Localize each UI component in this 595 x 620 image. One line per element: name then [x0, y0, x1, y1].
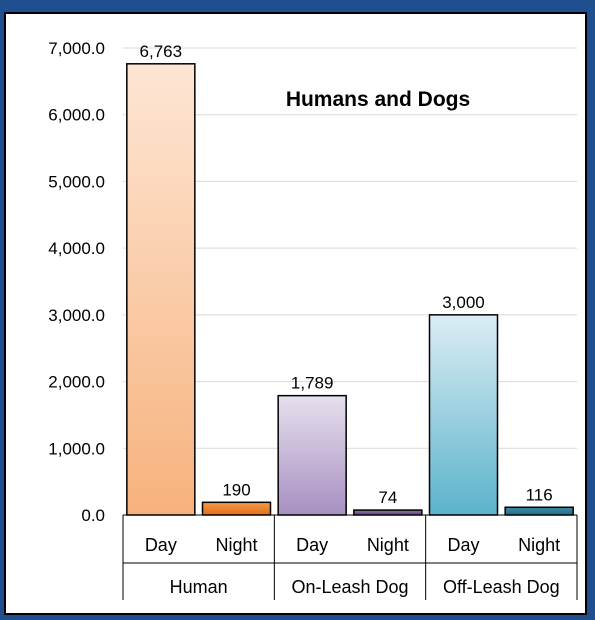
chart-title: Humans and Dogs	[286, 88, 470, 111]
y-tick-label: 0.0	[81, 506, 105, 525]
x-category-label: Night	[367, 535, 409, 555]
data-label: 74	[378, 488, 397, 507]
y-axis-ticks: 0.0 1,000.0 2,000.0 3,000.0 4,000.0 5,000.0 6,…	[48, 39, 105, 525]
y-tick-label: 2,000.0	[48, 373, 105, 392]
bar-human-night	[201, 501, 272, 516]
bar-off-leash-dog-day	[428, 314, 499, 516]
data-label: 190	[222, 480, 250, 499]
data-labels: 6,763 190 1,789 74 3,000 116	[140, 42, 553, 507]
data-label: 116	[526, 485, 553, 504]
bar-human-day	[126, 63, 196, 516]
x-group-label: Off-Leash Dog	[443, 577, 560, 597]
x-group-label: On-Leash Dog	[291, 577, 408, 597]
y-tick-label: 3,000.0	[48, 306, 105, 325]
x-category-label: Night	[518, 535, 560, 555]
data-label: 3,000	[442, 293, 485, 312]
bar-on-leash-dog-night	[353, 509, 423, 516]
y-tick-label: 4,000.0	[48, 239, 105, 258]
x-axis: Day Night Day Night Day Night Human On-Leash Do…	[122, 514, 578, 600]
y-tick-label: 7,000.0	[48, 39, 105, 58]
bar-off-leash-dog-night	[504, 506, 574, 516]
x-category-label: Day	[145, 535, 177, 555]
bars	[126, 63, 574, 516]
x-category-label: Day	[447, 535, 479, 555]
y-tick-label: 1,000.0	[48, 439, 105, 458]
y-tick-label: 6,000.0	[48, 106, 105, 125]
x-group-label: Human	[170, 577, 228, 597]
x-category-label: Night	[215, 535, 257, 555]
x-category-label: Day	[296, 535, 328, 555]
data-label: 1,789	[291, 374, 334, 393]
data-label: 6,763	[140, 42, 183, 61]
y-tick-label: 5,000.0	[48, 172, 105, 191]
bar-on-leash-dog-day	[277, 394, 347, 516]
